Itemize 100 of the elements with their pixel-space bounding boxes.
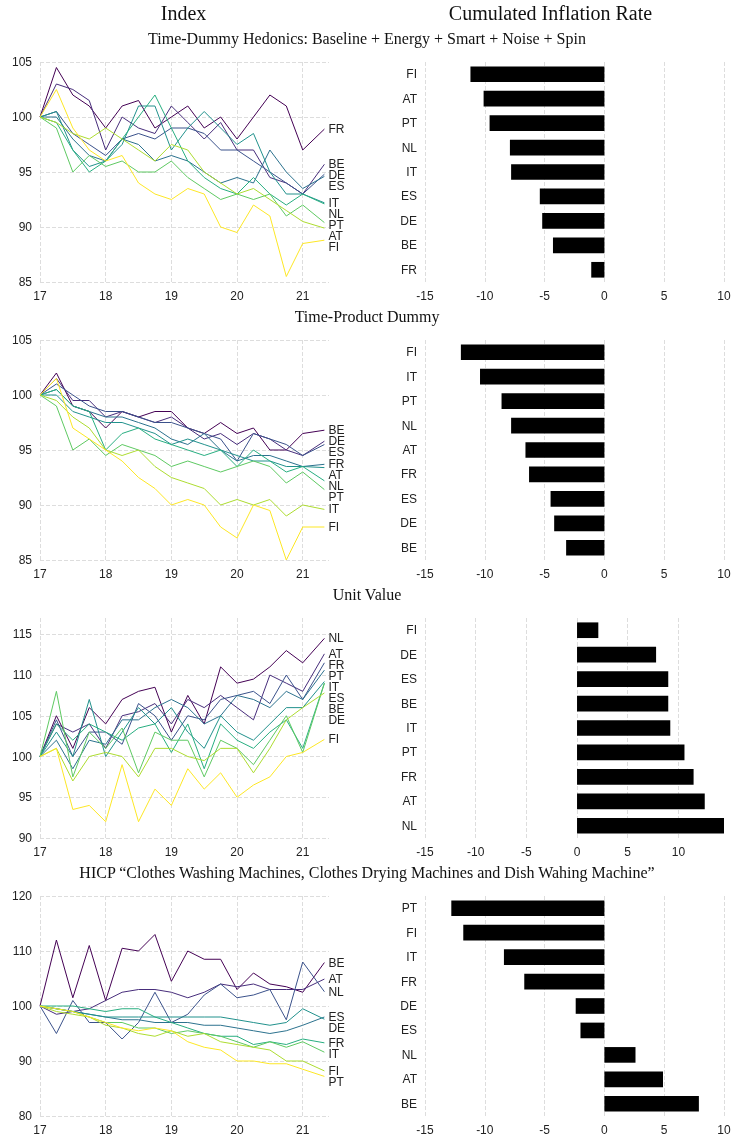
x-tick-label: 19 xyxy=(164,1123,179,1137)
y-tick-label: ES xyxy=(400,672,417,687)
y-tick-label: 100 xyxy=(11,388,33,402)
bar xyxy=(577,769,694,785)
y-tick-label: 90 xyxy=(18,1054,33,1068)
bar xyxy=(503,949,605,965)
line-series xyxy=(39,1005,325,1045)
y-tick-label: DE xyxy=(400,516,417,531)
series-label: ES xyxy=(328,179,345,194)
bar xyxy=(451,900,605,917)
bar xyxy=(604,1071,663,1088)
line-series xyxy=(39,89,325,277)
y-tick-label: FI xyxy=(406,925,417,940)
bar xyxy=(577,817,724,834)
y-tick-label: AT xyxy=(402,1072,418,1087)
text: Time-Dummy Hedonics: Baseline + Energy + Smart + Noise + Spin xyxy=(147,30,587,48)
y-tick-label: NL xyxy=(401,818,418,833)
x-tick-label: -15 xyxy=(416,567,434,581)
y-tick-label: AT xyxy=(402,443,418,457)
x-tick-label: 20 xyxy=(230,845,245,859)
y-tick-label: 90 xyxy=(18,831,33,845)
x-tick-label: -5 xyxy=(539,1123,551,1137)
x-tick-label: -10 xyxy=(467,845,485,859)
y-tick-label: ES xyxy=(400,189,417,204)
x-tick-label: 19 xyxy=(164,845,179,859)
bar xyxy=(577,671,669,687)
series-label: NL xyxy=(328,631,345,646)
y-tick-label: NL xyxy=(401,418,418,433)
y-tick-label: NL xyxy=(401,140,418,155)
y-tick-label: IT xyxy=(406,721,418,735)
series-label: IT xyxy=(328,502,340,517)
x-tick-label: 17 xyxy=(33,289,47,303)
x-tick-label: -15 xyxy=(416,845,434,859)
y-tick-label: 100 xyxy=(11,999,33,1013)
x-tick-label: 19 xyxy=(164,289,179,303)
bar xyxy=(580,1022,605,1039)
y-tick-label: 115 xyxy=(12,627,33,642)
line-series xyxy=(39,394,325,517)
series-label: BE xyxy=(328,955,345,970)
series-label: PT xyxy=(328,490,345,505)
y-tick-label: 120 xyxy=(11,889,33,903)
y-tick-label: FR xyxy=(401,769,418,784)
x-tick-label: 21 xyxy=(296,567,310,581)
x-tick-label: 21 xyxy=(296,289,310,303)
bar xyxy=(577,720,671,736)
y-tick-label: BE xyxy=(400,540,417,555)
x-tick-label: -10 xyxy=(476,567,494,581)
chart-title: Index xyxy=(159,2,208,25)
x-tick-label: -10 xyxy=(476,1123,494,1137)
y-tick-label: DE xyxy=(400,213,417,228)
bar xyxy=(604,1095,699,1112)
y-tick-label: 105 xyxy=(11,333,33,347)
series-label: FI xyxy=(328,520,340,534)
x-tick-label: 5 xyxy=(660,289,668,303)
text: HICP “Clothes Washing Machines, Clothes Drying Machines and Dish Wahing Machine” xyxy=(78,864,656,882)
bar xyxy=(604,1047,636,1063)
y-tick-label: BE xyxy=(400,238,417,253)
x-tick-label: 10 xyxy=(717,1123,731,1137)
series-label: FR xyxy=(328,122,345,137)
x-tick-label: -15 xyxy=(416,1123,434,1137)
bar xyxy=(575,998,605,1014)
y-tick-label: ES xyxy=(400,491,417,506)
x-tick-label: 21 xyxy=(296,845,310,859)
x-tick-label: 18 xyxy=(99,567,113,581)
series-label: DE xyxy=(328,1021,346,1035)
series-label: ES xyxy=(328,1010,345,1024)
y-tick-label: PT xyxy=(401,745,418,760)
y-tick-label: NL xyxy=(401,1047,418,1062)
line-series xyxy=(39,378,325,561)
y-tick-label: 95 xyxy=(18,443,33,457)
y-tick-label: 100 xyxy=(11,110,33,124)
series-label: AT xyxy=(328,972,344,987)
y-tick-label: FI xyxy=(406,345,417,360)
y-tick-label: FR xyxy=(401,262,418,277)
line-series xyxy=(39,67,325,151)
y-tick-label: FI xyxy=(406,623,417,638)
y-tick-label: 105 xyxy=(11,55,33,69)
x-tick-label: 5 xyxy=(624,845,632,859)
bar xyxy=(577,744,685,761)
y-tick-label: 85 xyxy=(18,553,33,567)
x-tick-label: 18 xyxy=(99,1123,113,1137)
y-tick-label: ES xyxy=(400,1023,417,1038)
text: Unit Value xyxy=(331,586,403,604)
x-tick-label: 18 xyxy=(99,289,113,303)
y-tick-label: AT xyxy=(402,91,418,106)
x-tick-label: 21 xyxy=(296,1123,310,1137)
y-tick-label: IT xyxy=(406,950,418,965)
y-tick-label: FR xyxy=(401,467,418,482)
x-tick-label: 0 xyxy=(573,845,581,859)
y-tick-label: 80 xyxy=(18,1109,33,1123)
bar xyxy=(463,924,605,941)
y-tick-label: 85 xyxy=(18,275,33,289)
y-tick-label: 105 xyxy=(11,708,33,723)
x-tick-label: 10 xyxy=(717,289,731,303)
y-tick-label: 100 xyxy=(11,749,33,764)
y-tick-label: AT xyxy=(402,794,418,809)
y-tick-label: PT xyxy=(401,901,418,916)
y-tick-label: 95 xyxy=(18,790,33,805)
y-tick-label: IT xyxy=(406,165,418,179)
y-tick-label: PT xyxy=(401,394,418,409)
